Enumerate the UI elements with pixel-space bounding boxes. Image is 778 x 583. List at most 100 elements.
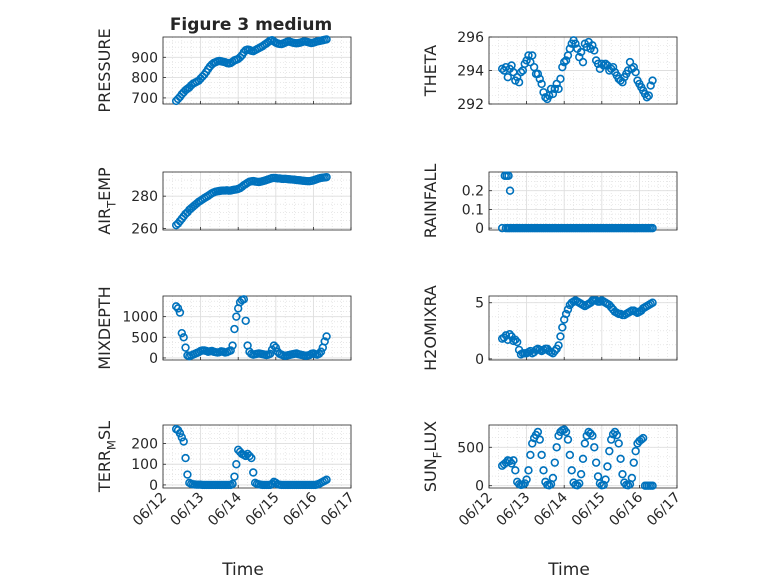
data-point: [269, 341, 279, 350]
data-point: [563, 305, 573, 314]
data-point: [247, 453, 256, 463]
x-tick-label: 06/12: [456, 490, 496, 530]
data-point: [565, 450, 575, 460]
data-point: [548, 473, 558, 483]
series-markers: [171, 424, 331, 490]
data-point: [228, 479, 237, 489]
data-point: [578, 454, 588, 464]
data-point: [644, 91, 653, 100]
x-tick-label: 06/15: [243, 490, 283, 530]
data-point: [228, 341, 237, 350]
data-point: [591, 458, 601, 467]
data-point: [552, 443, 561, 452]
panel-air-temp: 260 280 AIRTEMP: [95, 167, 352, 237]
plot-area: [489, 172, 677, 230]
panel-h2omixra: 0 5 H2OMIXRA: [421, 285, 678, 371]
data-point: [548, 89, 558, 99]
data-point: [578, 57, 588, 67]
panel-mixdepth: 0 500 1000 MIXDEPTH: [95, 286, 352, 370]
y-axis-label: MIXDEPTH: [95, 286, 114, 369]
y-tick-label: 0: [475, 479, 484, 495]
data-point: [631, 67, 640, 77]
series-markers: [497, 171, 657, 233]
data-point: [616, 454, 625, 464]
data-point: [576, 469, 586, 479]
data-point: [177, 433, 187, 442]
data-point: [627, 473, 637, 483]
panel-terr-msl: 0 100 200 TERRMSL 06/1206/1306/1406/1506/160…: [95, 421, 358, 580]
data-point: [171, 302, 181, 311]
data-point: [535, 74, 544, 84]
data-point: [554, 341, 563, 350]
y-tick-label: 292: [457, 97, 484, 113]
data-point: [605, 446, 614, 456]
y-tick-label: 0: [475, 352, 484, 368]
panel-theta: 292 294 296 THETA: [421, 30, 678, 113]
y-axis-label: H2OMIXRA: [421, 285, 440, 371]
y-tick-label: 700: [131, 91, 158, 107]
panel-pressure: 700 800 900 PRESSURE: [95, 28, 352, 113]
data-point: [526, 450, 535, 460]
data-point: [504, 171, 513, 180]
data-point: [637, 435, 646, 444]
data-point: [522, 475, 531, 484]
axes-box: [488, 424, 678, 489]
x-axis-label: Time: [547, 560, 590, 580]
x-tick-label: 06/14: [531, 489, 571, 529]
data-point: [550, 458, 559, 467]
data-point: [512, 337, 522, 347]
data-point: [648, 298, 657, 307]
x-tick-label: 06/17: [318, 490, 358, 530]
data-point: [271, 343, 280, 352]
data-point: [501, 331, 511, 340]
y-tick-label: 296: [457, 30, 484, 46]
y-tick-label: 0: [149, 351, 158, 367]
data-point: [599, 480, 608, 490]
data-point: [241, 316, 250, 325]
data-point: [618, 469, 627, 479]
data-point: [239, 295, 249, 304]
data-point: [561, 56, 571, 65]
y-tick-label: 100: [131, 457, 158, 473]
data-point: [511, 335, 520, 344]
data-point: [267, 479, 277, 489]
data-point: [181, 453, 190, 463]
data-point: [614, 439, 623, 448]
data-point: [509, 456, 518, 465]
data-point: [179, 333, 188, 342]
y-tick-label: 294: [457, 64, 484, 80]
data-point: [537, 79, 546, 89]
data-point: [561, 309, 571, 319]
data-point: [183, 470, 192, 479]
data-point: [245, 451, 254, 461]
data-point: [580, 439, 590, 448]
y-axis-label: SUNFLUX: [421, 421, 445, 492]
data-point: [558, 323, 567, 332]
y-axis-label: AIRTEMP: [95, 167, 119, 235]
data-point: [528, 51, 537, 60]
data-point: [505, 329, 514, 339]
y-tick-label: 200: [131, 437, 158, 453]
data-point: [511, 466, 520, 475]
data-point: [629, 458, 638, 467]
data-point: [567, 466, 576, 475]
data-point: [629, 62, 638, 72]
data-point: [648, 223, 657, 233]
data-point: [573, 481, 582, 490]
y-axis-label: THETA: [421, 45, 440, 97]
data-point: [535, 435, 544, 444]
y-tick-label: 0.2: [462, 184, 484, 200]
data-point: [563, 435, 573, 444]
panel-rainfall: 0 0.1 0.2 RAINFALL: [421, 164, 678, 238]
data-point: [537, 450, 546, 460]
data-point: [646, 81, 655, 90]
data-point: [608, 62, 618, 72]
data-point: [322, 475, 331, 484]
data-point: [175, 308, 185, 317]
y-tick-label: 800: [131, 71, 158, 87]
data-point: [648, 481, 657, 490]
data-point: [539, 466, 548, 475]
x-tick-label: 06/14: [205, 489, 245, 529]
data-point: [642, 93, 652, 102]
